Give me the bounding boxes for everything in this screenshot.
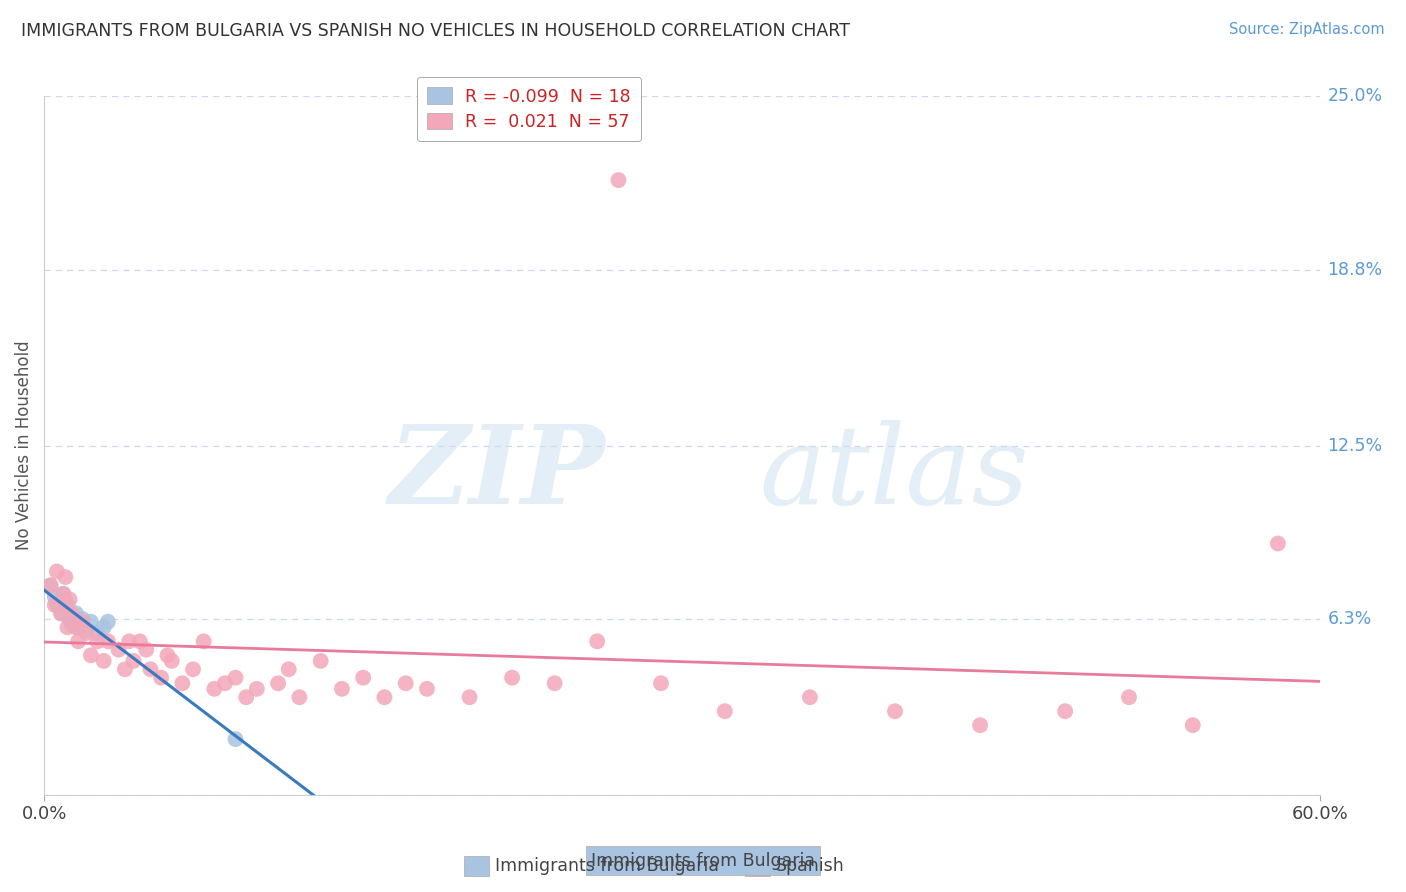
- Point: [607, 173, 630, 187]
- Point: [139, 662, 162, 676]
- Point: [458, 690, 481, 705]
- Point: [49, 607, 72, 621]
- Point: [373, 690, 395, 705]
- Point: [267, 676, 290, 690]
- Point: [45, 598, 67, 612]
- Point: [76, 626, 98, 640]
- Point: [128, 634, 150, 648]
- Point: [80, 615, 103, 629]
- Point: [884, 704, 907, 718]
- Legend: R = -0.099  N = 18, R =  0.021  N = 57: R = -0.099 N = 18, R = 0.021 N = 57: [416, 77, 641, 141]
- Text: 18.8%: 18.8%: [1327, 260, 1382, 278]
- Point: [39, 578, 62, 592]
- Point: [214, 676, 236, 690]
- Point: [56, 598, 79, 612]
- Point: [107, 642, 129, 657]
- Point: [44, 598, 66, 612]
- Point: [67, 620, 90, 634]
- Point: [1267, 536, 1289, 550]
- Point: [586, 634, 609, 648]
- Point: [93, 654, 115, 668]
- Point: [1118, 690, 1140, 705]
- Point: [181, 662, 204, 676]
- Point: [156, 648, 179, 663]
- Point: [1054, 704, 1077, 718]
- Point: [501, 671, 523, 685]
- Point: [122, 654, 145, 668]
- Point: [56, 620, 79, 634]
- Text: atlas: atlas: [759, 420, 1028, 527]
- Point: [246, 681, 269, 696]
- Point: [202, 681, 225, 696]
- Point: [65, 607, 87, 621]
- Point: [52, 587, 75, 601]
- Point: [193, 634, 215, 648]
- Point: [135, 642, 157, 657]
- Point: [235, 690, 257, 705]
- Text: Immigrants from Bulgaria: Immigrants from Bulgaria: [591, 852, 815, 870]
- Point: [1181, 718, 1204, 732]
- Point: [93, 620, 115, 634]
- Point: [543, 676, 565, 690]
- Point: [225, 732, 247, 747]
- Point: [395, 676, 418, 690]
- Point: [352, 671, 374, 685]
- Point: [799, 690, 821, 705]
- Point: [72, 615, 94, 629]
- Point: [330, 681, 353, 696]
- Point: [150, 671, 173, 685]
- Text: Immigrants from Bulgaria: Immigrants from Bulgaria: [495, 857, 718, 875]
- Point: [44, 590, 66, 604]
- Point: [650, 676, 672, 690]
- Point: [60, 607, 83, 621]
- Point: [97, 634, 120, 648]
- Point: [52, 587, 75, 601]
- Point: [416, 681, 439, 696]
- Point: [59, 612, 82, 626]
- Point: [714, 704, 737, 718]
- Point: [55, 570, 77, 584]
- Point: [288, 690, 311, 705]
- Text: 25.0%: 25.0%: [1327, 87, 1382, 105]
- Point: [76, 623, 98, 637]
- Point: [60, 617, 83, 632]
- Text: 6.3%: 6.3%: [1327, 610, 1372, 628]
- Point: [118, 634, 141, 648]
- Text: ZIP: ZIP: [389, 420, 606, 527]
- Text: IMMIGRANTS FROM BULGARIA VS SPANISH NO VEHICLES IN HOUSEHOLD CORRELATION CHART: IMMIGRANTS FROM BULGARIA VS SPANISH NO V…: [21, 22, 851, 40]
- Point: [72, 612, 94, 626]
- Point: [277, 662, 299, 676]
- Point: [45, 565, 67, 579]
- Y-axis label: No Vehicles in Household: No Vehicles in Household: [15, 341, 32, 550]
- Point: [97, 615, 120, 629]
- Point: [86, 634, 108, 648]
- Point: [49, 607, 72, 621]
- Point: [172, 676, 194, 690]
- Point: [65, 620, 87, 634]
- Point: [59, 592, 82, 607]
- Point: [86, 626, 108, 640]
- Point: [309, 654, 332, 668]
- Point: [67, 634, 90, 648]
- Text: Spanish: Spanish: [776, 857, 845, 875]
- Point: [55, 592, 77, 607]
- Text: 12.5%: 12.5%: [1327, 437, 1382, 455]
- Text: Source: ZipAtlas.com: Source: ZipAtlas.com: [1229, 22, 1385, 37]
- Point: [225, 671, 247, 685]
- Point: [114, 662, 136, 676]
- Point: [969, 718, 991, 732]
- Point: [80, 648, 103, 663]
- Point: [39, 578, 62, 592]
- Point: [160, 654, 183, 668]
